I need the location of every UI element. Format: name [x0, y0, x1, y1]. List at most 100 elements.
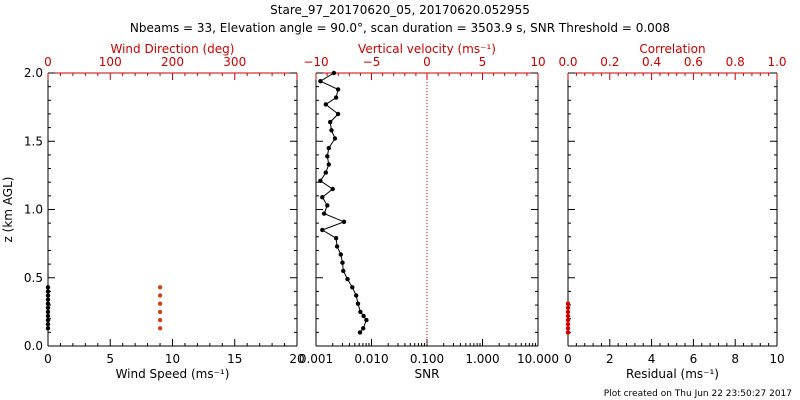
data-point [323, 102, 328, 107]
data-point [45, 289, 51, 294]
data-point [361, 326, 366, 331]
x-tick-label-top: 100 [99, 55, 122, 69]
data-point [320, 195, 325, 200]
data-point [45, 285, 51, 290]
data-point [157, 309, 163, 315]
data-point [326, 145, 331, 151]
x-tick-label-top: 0 [44, 55, 52, 69]
data-point [332, 136, 338, 141]
x-tick-label-bottom: 0.001 [299, 352, 333, 366]
x-tick-label-bottom: 8 [731, 352, 739, 366]
y-axis-label: z (km AGL) [1, 177, 15, 243]
x-tick-label-top: 0.8 [726, 55, 745, 69]
data-point [157, 293, 163, 298]
data-point [565, 309, 571, 315]
chart-subtitle: Nbeams = 33, Elevation angle = 90.0°, sc… [130, 21, 670, 35]
data-point [345, 276, 350, 282]
x-tick-label-top: −5 [363, 55, 381, 69]
data-point [364, 317, 369, 323]
data-point [45, 317, 51, 323]
x-axis-label-bottom: Wind Speed (ms⁻¹) [116, 367, 230, 381]
data-point [354, 293, 359, 298]
x-tick-label-bottom: 2 [606, 352, 614, 366]
data-point [329, 128, 334, 133]
x-tick-label-top: 0 [423, 55, 431, 69]
data-point [565, 301, 571, 306]
x-tick-label-top: 0.0 [558, 55, 577, 69]
x-tick-label-top: 0.6 [684, 55, 703, 69]
x-axis-label-bottom: SNR [415, 367, 440, 381]
data-point [355, 301, 361, 306]
x-tick-label-bottom: 0.100 [410, 352, 444, 366]
data-point [323, 170, 328, 175]
data-point [325, 203, 330, 208]
snr-profile-line [319, 72, 367, 333]
data-point [341, 219, 347, 224]
data-point [357, 330, 363, 335]
x-axis-label-top: Wind Direction (deg) [111, 42, 235, 56]
panel-correlation: 0 2 4 6 8 10 Residual (ms⁻¹) 0.0 0.2 0.4 0.6 0.8 1.0… [558, 42, 786, 381]
x-tick-label-bottom: 15 [227, 352, 242, 366]
data-point [340, 260, 345, 265]
data-point [321, 211, 327, 216]
chart-title: Stare_97_20170620_05, 20170620.052955 [270, 3, 530, 17]
data-point [45, 293, 51, 298]
y-tick-label: 2.0 [24, 66, 43, 80]
data-point [328, 119, 333, 125]
x-tick-label-bottom: 5 [106, 352, 114, 366]
y-tick-label: 1.5 [24, 134, 43, 148]
plot-created-footer: Plot created on Thu Jun 22 23:50:27 2017 [604, 389, 792, 399]
x-tick-label-bottom: 0 [44, 352, 52, 366]
y-tick-label: 1.0 [24, 203, 43, 217]
x-tick-label-bottom: 10.000 [517, 352, 559, 366]
x-tick-label-bottom: 10 [769, 352, 784, 366]
x-tick-label-top: 0.2 [600, 55, 619, 69]
data-point [565, 317, 571, 323]
data-point [335, 111, 341, 117]
data-point [341, 268, 346, 274]
x-tick-label-top: 300 [223, 55, 246, 69]
x-axis-label-top: Correlation [639, 42, 705, 56]
x-tick-label-bottom: 0 [564, 352, 572, 366]
data-point [338, 252, 343, 257]
data-point [45, 305, 51, 310]
data-point [330, 186, 335, 192]
data-point [565, 330, 571, 335]
x-tick-label-top: −10 [303, 55, 328, 69]
data-point [565, 326, 571, 331]
data-point [565, 322, 571, 327]
data-point [318, 178, 323, 183]
data-point [45, 322, 51, 327]
y-tick-label: 0.5 [24, 271, 43, 285]
data-point [333, 95, 339, 100]
data-point [350, 285, 355, 290]
x-axis-label-bottom: Residual (ms⁻¹) [626, 367, 719, 381]
x-tick-label-top: 1.0 [767, 55, 786, 69]
data-point [45, 297, 51, 302]
data-point [45, 326, 51, 331]
data-point [565, 305, 571, 310]
x-tick-label-bottom: 20 [289, 352, 304, 366]
data-point [45, 313, 51, 319]
x-tick-label-bottom: 4 [648, 352, 656, 366]
data-point [333, 236, 339, 241]
data-point [331, 70, 337, 76]
data-point [361, 313, 366, 319]
x-tick-label-bottom: 0.010 [354, 352, 388, 366]
data-point [45, 301, 51, 306]
x-tick-label-top: 5 [479, 55, 487, 69]
x-tick-label-bottom: 1.000 [465, 352, 499, 366]
x-tick-label-bottom: 10 [165, 352, 180, 366]
x-axis-label-top: Vertical velocity (ms⁻¹) [358, 42, 496, 56]
panel-snr: 0.001 0.010 0.100 1.000 10.000 SNR −10 −5 0 5 10 Ve… [299, 42, 559, 381]
x-tick-label-bottom: 6 [690, 352, 698, 366]
data-point [157, 301, 163, 306]
data-point [157, 285, 163, 290]
data-point [565, 313, 571, 319]
data-point [45, 309, 51, 315]
x-tick-label-top: 0.4 [642, 55, 661, 69]
x-tick-label-top: 10 [530, 55, 545, 69]
data-point [325, 154, 330, 159]
